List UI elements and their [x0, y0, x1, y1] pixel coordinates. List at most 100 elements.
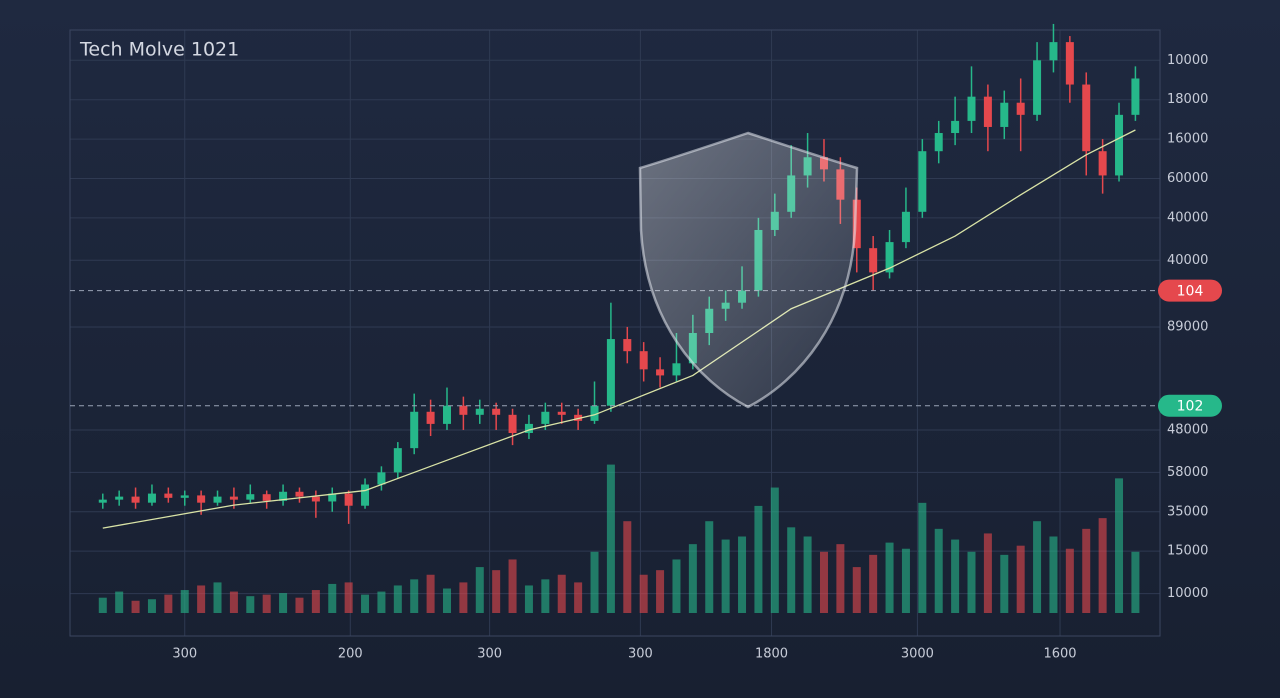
volume-bar	[721, 539, 730, 613]
volume-bar	[508, 559, 517, 613]
volume-bar	[377, 591, 386, 613]
y-tick-label: 16000	[1167, 132, 1208, 147]
volume-bar	[426, 574, 435, 613]
y-tick-label: 58000	[1167, 465, 1208, 480]
volume-bar	[1065, 548, 1074, 613]
x-tick-label: 200	[338, 647, 363, 662]
volume-bar	[983, 533, 992, 613]
volume-bar	[639, 574, 648, 613]
price-marker-pill	[1158, 394, 1222, 417]
y-tick-label: 35000	[1167, 504, 1208, 519]
volume-bar	[262, 594, 271, 613]
volume-bar	[197, 585, 206, 613]
candle-body	[442, 405, 451, 424]
candle-body	[1131, 78, 1140, 115]
candle-body	[656, 369, 665, 376]
candle-body	[541, 411, 550, 424]
candle-body	[1098, 151, 1107, 176]
candle-body	[426, 411, 435, 424]
volume-bar	[557, 574, 566, 613]
y-tick-label: 60000	[1167, 171, 1208, 186]
candle-body	[967, 96, 976, 121]
y-tick-label: 40000	[1167, 210, 1208, 225]
candle-body	[606, 339, 615, 406]
candle-body	[246, 494, 255, 500]
candle-body	[311, 496, 320, 502]
volume-bar	[852, 567, 861, 613]
volume-bar	[787, 527, 796, 613]
candle-body	[1065, 42, 1074, 85]
candle-body	[229, 496, 238, 500]
candle-body	[869, 248, 878, 273]
volume-bar	[524, 585, 533, 613]
volume-bar	[492, 570, 501, 613]
volume-bar	[311, 590, 320, 613]
candle-body	[1016, 102, 1025, 115]
candle-body	[98, 499, 107, 503]
candle-body	[180, 495, 189, 498]
y-tick-label: 18000	[1167, 92, 1208, 107]
candle-body	[1049, 42, 1058, 61]
price-marker-label: 102	[1177, 399, 1204, 415]
candle-body	[475, 408, 484, 415]
volume-bar	[213, 582, 222, 613]
volume-bar	[951, 539, 960, 613]
grid	[70, 30, 1160, 636]
volume-bar	[918, 502, 927, 613]
candle-body	[672, 363, 681, 376]
candle-body	[557, 411, 566, 415]
volume-bar	[147, 599, 156, 613]
volume-bar	[295, 597, 304, 613]
candle-body	[197, 495, 206, 503]
candle-body	[262, 494, 271, 501]
volume-bar	[1033, 521, 1042, 613]
volume-bar	[115, 591, 124, 613]
volume-bar	[819, 551, 828, 613]
chart-title: Tech Molve 1021	[79, 39, 239, 61]
candle-body	[508, 414, 517, 433]
volume-bar	[1016, 545, 1025, 613]
candle-body	[279, 491, 288, 501]
candle-body	[1115, 114, 1124, 176]
candle-body	[377, 472, 386, 485]
x-tick-label: 300	[477, 647, 502, 662]
volume-bar	[1082, 528, 1091, 613]
volume-bar	[393, 585, 402, 613]
price-marker-label: 104	[1177, 284, 1204, 300]
candle-body	[1000, 102, 1009, 127]
volume-bar	[885, 542, 894, 613]
y-tick-label: 40000	[1167, 253, 1208, 268]
volume-bar	[901, 548, 910, 613]
x-tick-label: 3000	[901, 647, 934, 662]
candle-body	[1082, 84, 1091, 152]
candle-body	[590, 405, 599, 421]
candle-body	[524, 423, 533, 433]
candle-body	[623, 339, 632, 352]
x-tick-label: 300	[172, 647, 197, 662]
volume-bar	[328, 583, 337, 613]
plot-frame	[69, 29, 1161, 637]
volume-bar	[164, 594, 173, 613]
volume-bar	[475, 567, 484, 613]
y-tick-label: 15000	[1167, 544, 1208, 559]
candle-body	[885, 242, 894, 273]
y-tick-label: 10000	[1167, 586, 1208, 601]
volume-bar	[770, 487, 779, 613]
volume-bar	[1115, 478, 1124, 613]
volume-bar	[672, 559, 681, 613]
axes: 10000 18000 16000 60000 40000 40000 89000 48000…	[172, 53, 1222, 662]
candle-body	[131, 496, 140, 503]
volume-bar	[279, 593, 288, 613]
candle-body	[295, 491, 304, 497]
volume-bar	[688, 544, 697, 613]
volume-bar	[869, 554, 878, 613]
volume-bar	[541, 579, 550, 613]
candle-body	[492, 408, 501, 415]
candle-body	[410, 411, 419, 449]
volume-bar	[1098, 518, 1107, 613]
volume-bar	[836, 544, 845, 613]
volume-bar	[623, 521, 632, 613]
candle-body	[934, 133, 943, 152]
candle-body	[328, 493, 337, 502]
